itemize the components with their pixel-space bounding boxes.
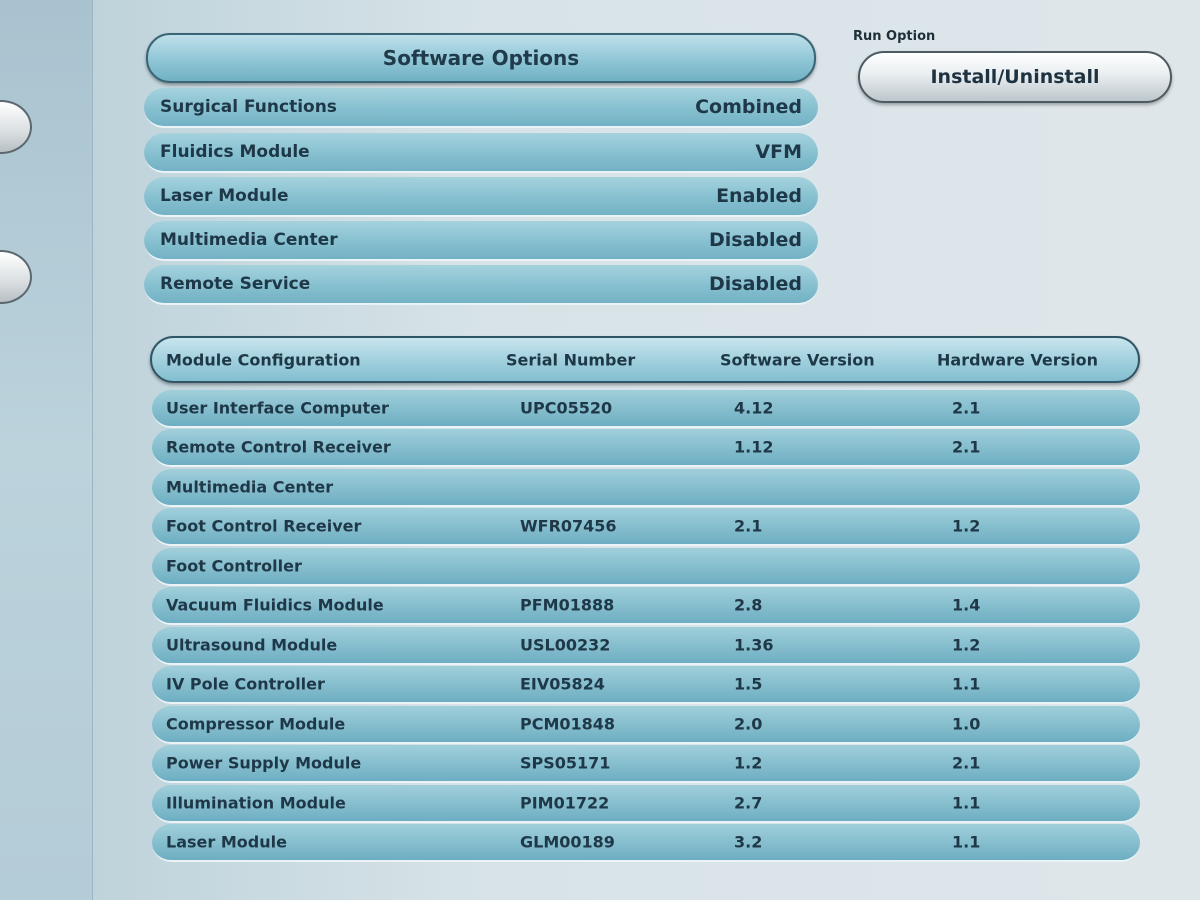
module-row[interactable]: IV Pole Controller EIV05824 1.5 1.1 <box>152 666 1140 704</box>
software-option-row-laser-module[interactable]: Laser Module Enabled <box>144 177 818 217</box>
module-name: Laser Module <box>166 832 287 852</box>
software-option-label: Fluidics Module <box>160 142 310 162</box>
software-option-label: Multimedia Center <box>160 230 338 250</box>
module-name: User Interface Computer <box>166 398 389 418</box>
module-serial: WFR07456 <box>520 516 617 536</box>
module-row[interactable]: Illumination Module PIM01722 2.7 1.1 <box>152 785 1140 823</box>
module-serial: GLM00189 <box>520 832 615 852</box>
module-hardware-version: 2.1 <box>952 398 981 418</box>
module-name: Multimedia Center <box>166 477 334 497</box>
module-software-version: 2.7 <box>734 793 763 813</box>
module-row[interactable]: Power Supply Module SPS05171 1.2 2.1 <box>152 745 1140 783</box>
module-name: Ultrasound Module <box>166 635 338 655</box>
module-software-version: 1.2 <box>734 753 763 773</box>
module-name: Vacuum Fluidics Module <box>166 595 384 615</box>
module-name: Compressor Module <box>166 714 346 734</box>
software-option-row-remote-service[interactable]: Remote Service Disabled <box>144 265 818 305</box>
module-row[interactable]: Foot Control Receiver WFR07456 2.1 1.2 <box>152 508 1140 546</box>
header-serial-number: Serial Number <box>506 350 636 369</box>
run-option-label: Run Option <box>853 29 936 44</box>
module-software-version: 1.5 <box>734 674 763 694</box>
module-hardware-version: 1.2 <box>952 635 981 655</box>
software-option-row-fluidics-module[interactable]: Fluidics Module VFM <box>144 133 818 173</box>
module-row[interactable]: Ultrasound Module USL00232 1.36 1.2 <box>152 627 1140 665</box>
module-name: Foot Control Receiver <box>166 516 362 536</box>
module-serial: SPS05171 <box>520 753 611 773</box>
module-serial: USL00232 <box>520 635 611 655</box>
software-option-label: Laser Module <box>160 186 289 206</box>
module-row[interactable]: Laser Module GLM00189 3.2 1.1 <box>152 824 1140 862</box>
module-hardware-version: 2.1 <box>952 753 981 773</box>
module-hardware-version: 1.1 <box>952 674 981 694</box>
module-software-version: 2.1 <box>734 516 763 536</box>
software-options-title: Software Options <box>146 33 816 83</box>
software-option-value: Enabled <box>716 185 802 207</box>
module-row[interactable]: Compressor Module PCM01848 2.0 1.0 <box>152 706 1140 744</box>
header-module-configuration: Module Configuration <box>166 350 361 369</box>
software-option-value: Disabled <box>708 229 802 251</box>
module-serial: PCM01848 <box>520 714 616 734</box>
software-option-value: VFM <box>755 141 802 163</box>
software-option-value: Disabled <box>708 273 802 295</box>
module-configuration-header: Module Configuration Serial Number Softw… <box>150 336 1140 383</box>
module-row[interactable]: Remote Control Receiver 1.12 2.1 <box>152 429 1140 467</box>
module-software-version: 2.8 <box>734 595 763 615</box>
module-name: Foot Controller <box>166 556 302 576</box>
software-option-row-multimedia-center[interactable]: Multimedia Center Disabled <box>144 221 818 261</box>
module-software-version: 1.36 <box>734 635 774 655</box>
module-software-version: 4.12 <box>734 398 774 418</box>
module-serial: UPC05520 <box>520 398 613 418</box>
software-option-value: Combined <box>695 96 802 118</box>
module-row[interactable]: User Interface Computer UPC05520 4.12 2.… <box>152 390 1140 428</box>
module-serial: PFM01888 <box>520 595 615 615</box>
software-option-label: Remote Service <box>160 274 311 294</box>
install-uninstall-button[interactable]: Install/Uninstall <box>858 51 1172 103</box>
module-name: Power Supply Module <box>166 753 362 773</box>
software-option-label: Surgical Functions <box>160 97 337 117</box>
module-hardware-version: 1.1 <box>952 793 981 813</box>
module-hardware-version: 1.1 <box>952 832 981 852</box>
header-software-version: Software Version <box>720 350 875 369</box>
module-name: Illumination Module <box>166 793 346 813</box>
module-hardware-version: 1.4 <box>952 595 981 615</box>
module-serial: EIV05824 <box>520 674 605 694</box>
module-hardware-version: 1.0 <box>952 714 981 734</box>
module-row[interactable]: Vacuum Fluidics Module PFM01888 2.8 1.4 <box>152 587 1140 625</box>
module-software-version: 3.2 <box>734 832 763 852</box>
module-software-version: 2.0 <box>734 714 763 734</box>
module-serial: PIM01722 <box>520 793 610 813</box>
module-name: Remote Control Receiver <box>166 437 391 457</box>
module-hardware-version: 1.2 <box>952 516 981 536</box>
module-software-version: 1.12 <box>734 437 774 457</box>
software-option-row-surgical-functions[interactable]: Surgical Functions Combined <box>144 88 818 128</box>
module-row[interactable]: Multimedia Center <box>152 469 1140 507</box>
module-name: IV Pole Controller <box>166 674 325 694</box>
module-hardware-version: 2.1 <box>952 437 981 457</box>
module-row[interactable]: Foot Controller <box>152 548 1140 586</box>
header-hardware-version: Hardware Version <box>937 350 1099 369</box>
